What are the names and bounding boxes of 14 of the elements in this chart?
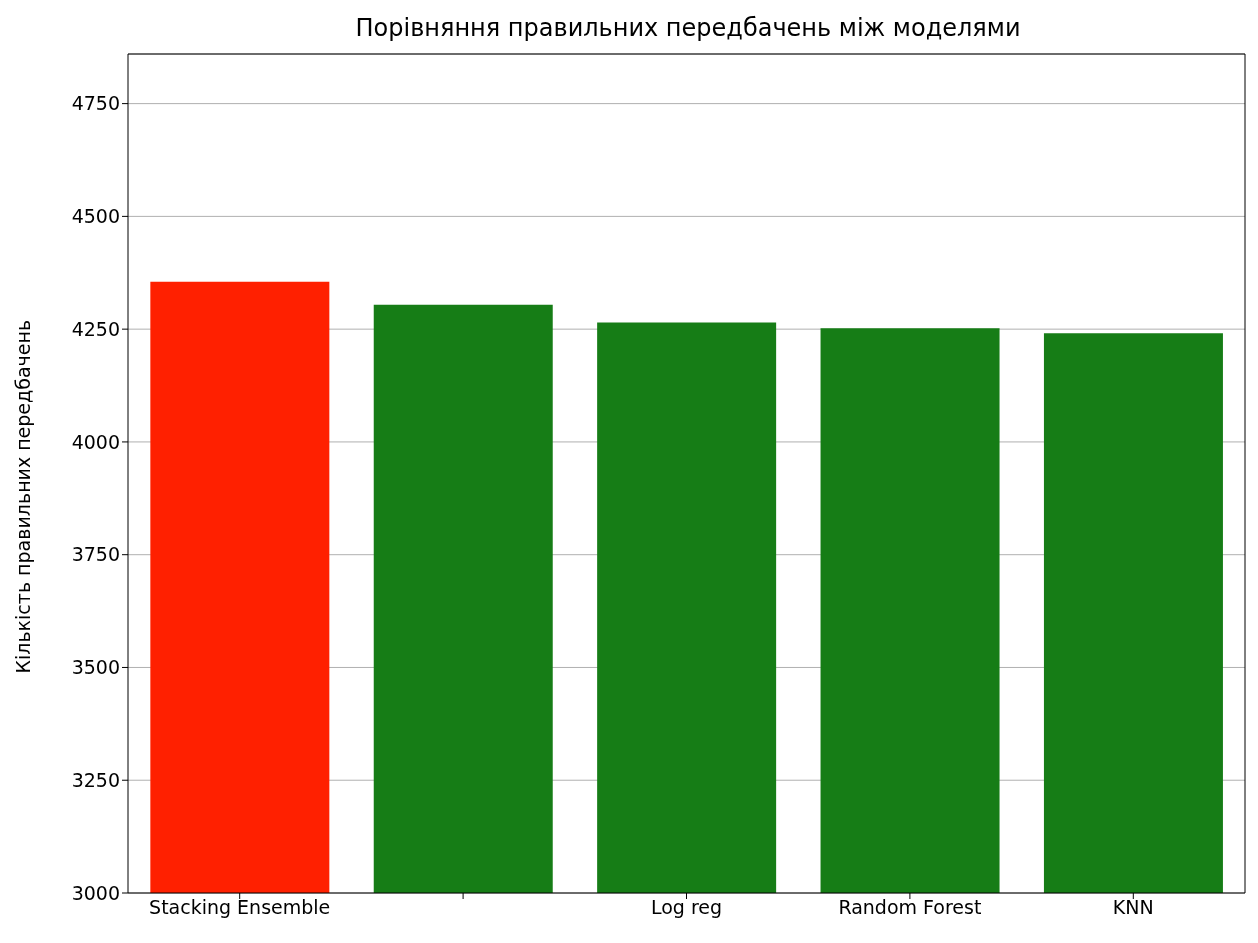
y-tick-label: 3000: [71, 881, 120, 904]
y-tick-label: 4500: [71, 205, 120, 228]
chart-title: Порівняння правильних передбачень між моделями: [354, 13, 1022, 44]
x-tick-label: Stacking Ensemble: [149, 896, 331, 919]
x-tick-label: KNN: [1112, 896, 1154, 919]
y-tick-label: 3250: [71, 768, 120, 791]
y-tick-label: 4000: [71, 430, 120, 453]
y-tick-label: 3500: [71, 656, 120, 679]
x-tick-label: Log reg: [650, 896, 723, 919]
y-axis-title: Кількість правильних передбачень: [11, 319, 34, 674]
y-tick-label: 4250: [71, 317, 120, 340]
y-tick-label: 3750: [71, 543, 120, 566]
y-tick-label: 4750: [71, 92, 120, 115]
x-tick-label: Random Forest: [838, 896, 982, 919]
